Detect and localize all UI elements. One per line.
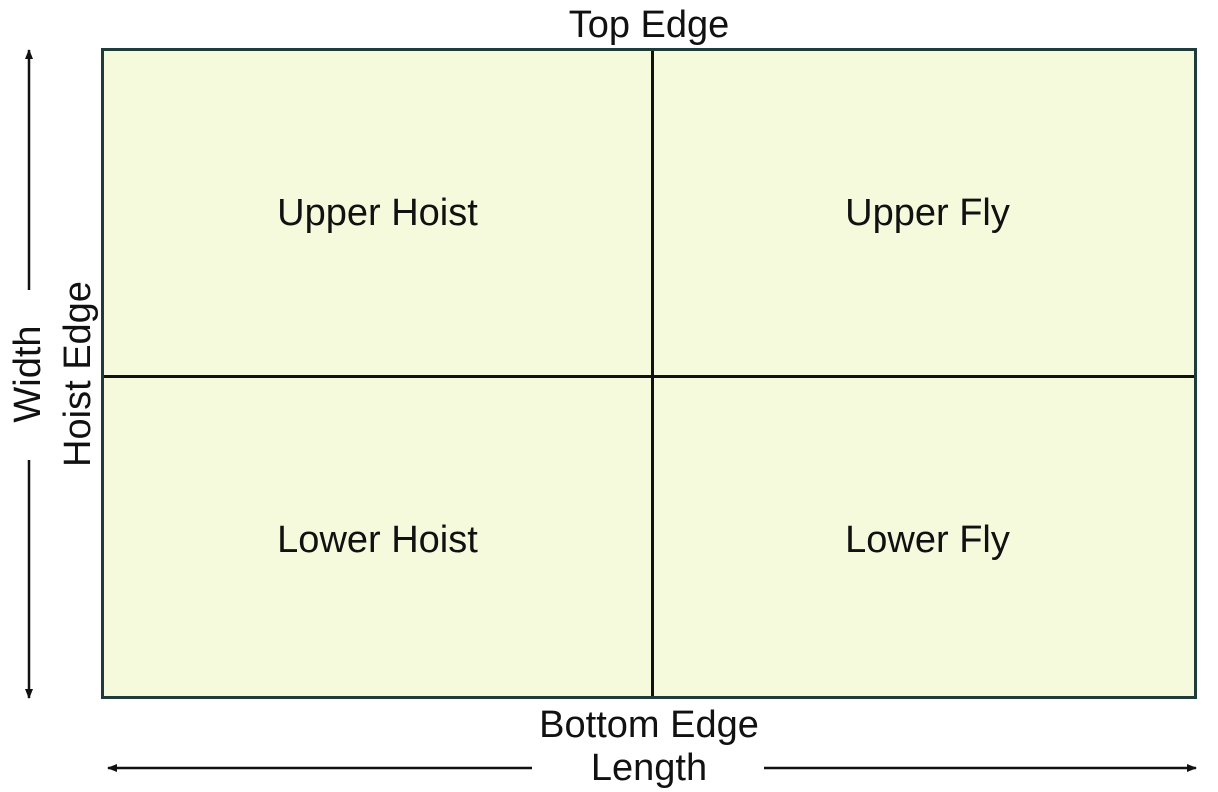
top-edge-label: Top Edge — [568, 4, 730, 46]
bottom-edge-label: Bottom Edge — [539, 704, 759, 746]
quadrant-upper-fly: Upper Fly — [654, 51, 1201, 375]
quadrant-lower-hoist: Lower Hoist — [104, 378, 651, 702]
vertical-divider — [651, 51, 654, 696]
quadrant-upper-hoist: Upper Hoist — [104, 51, 651, 375]
upper-hoist-label: Upper Hoist — [277, 191, 478, 234]
quadrant-lower-fly: Lower Fly — [654, 378, 1201, 702]
lower-hoist-label: Lower Hoist — [277, 518, 478, 561]
flag-rectangle: Upper Hoist Upper Fly Lower Hoist Lower … — [101, 48, 1197, 699]
lower-fly-label: Lower Fly — [845, 518, 1010, 561]
horizontal-divider — [104, 375, 1194, 378]
length-label: Length — [590, 747, 708, 789]
upper-fly-label: Upper Fly — [845, 191, 1010, 234]
